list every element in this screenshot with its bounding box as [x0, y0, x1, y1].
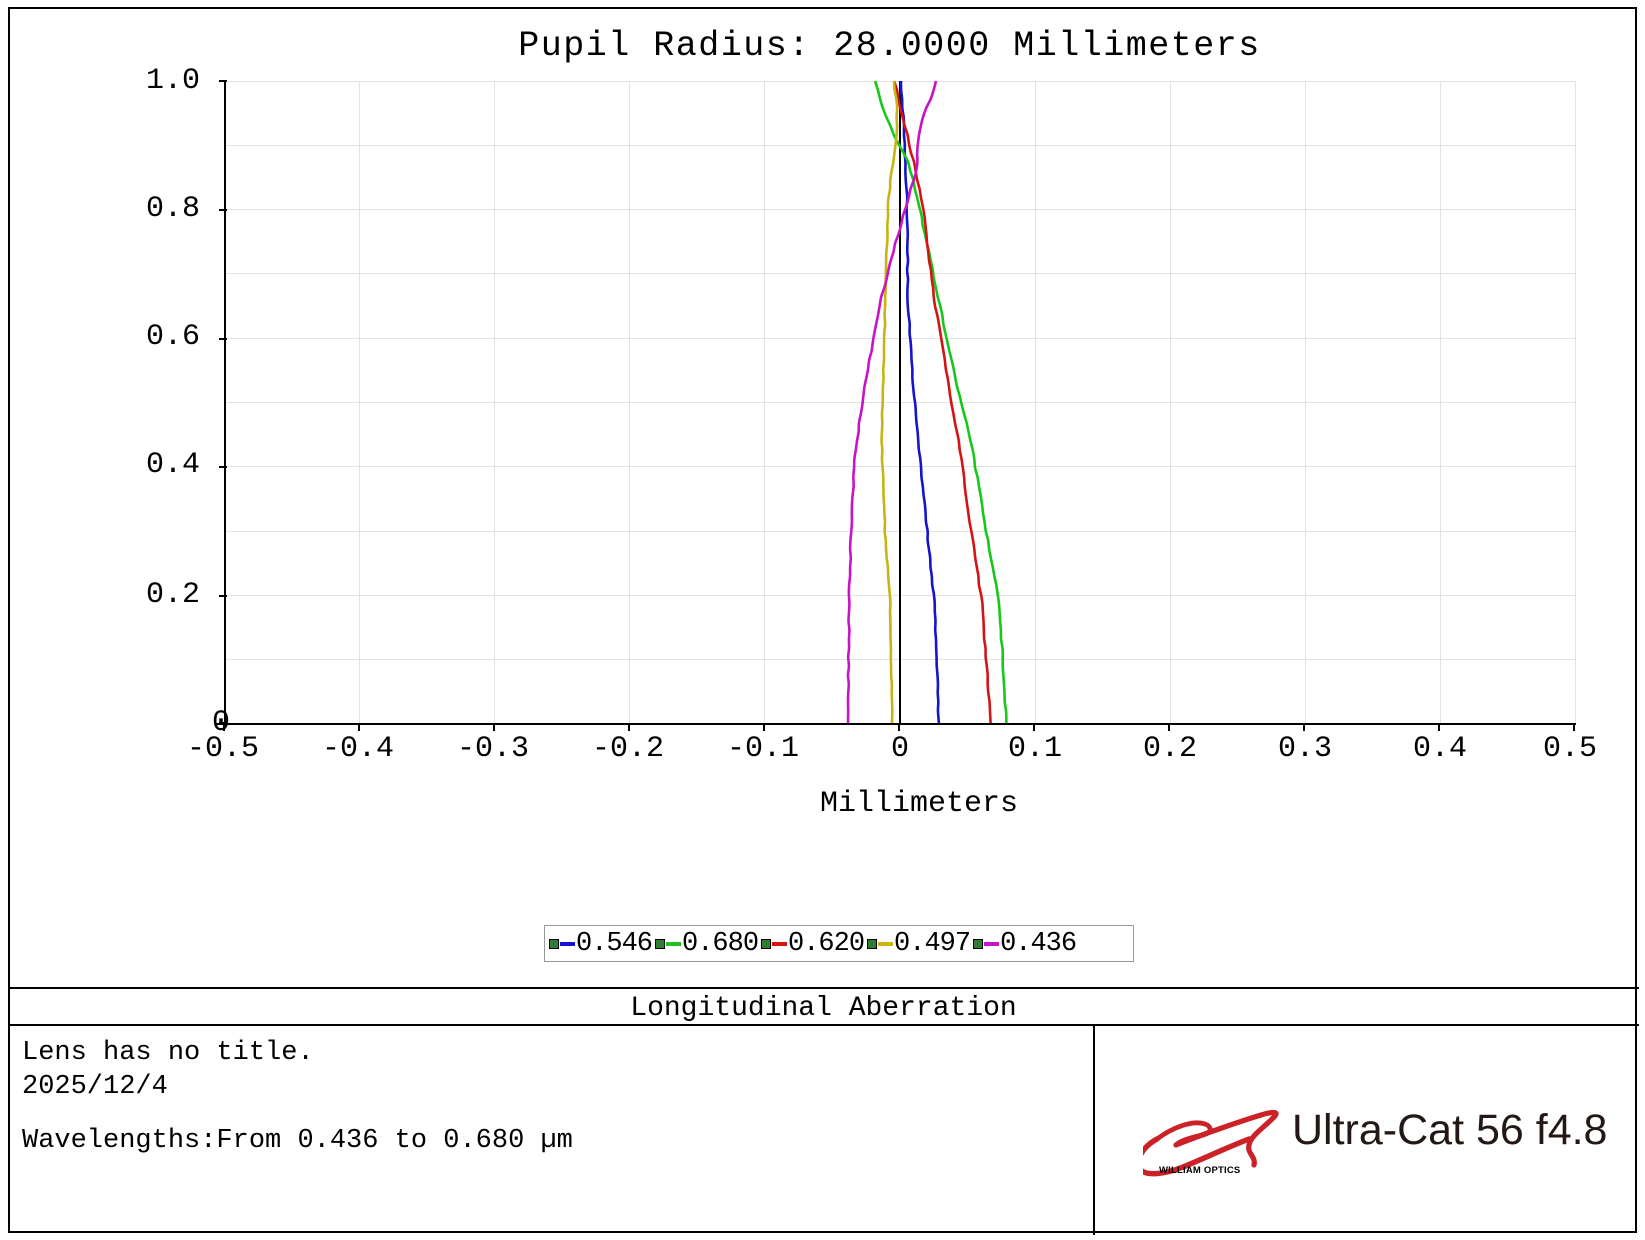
svg-text:WILLIAM OPTICS: WILLIAM OPTICS [1159, 1165, 1240, 1176]
